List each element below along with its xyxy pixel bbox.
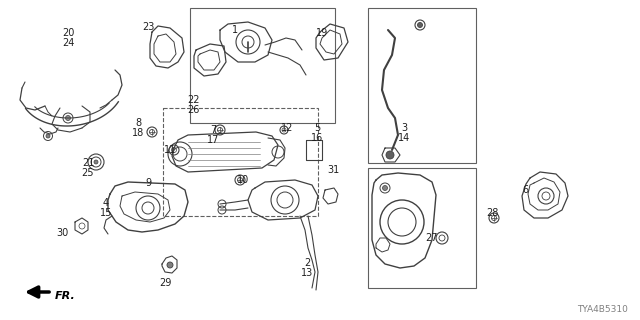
Text: 8: 8 bbox=[135, 118, 141, 128]
Text: 26: 26 bbox=[187, 105, 199, 115]
Circle shape bbox=[65, 116, 70, 121]
Bar bbox=[190, 8, 335, 123]
Text: 22: 22 bbox=[187, 95, 199, 105]
Text: 13: 13 bbox=[301, 268, 313, 278]
Text: 18: 18 bbox=[132, 128, 144, 138]
Text: 21: 21 bbox=[82, 158, 94, 168]
Text: 29: 29 bbox=[159, 278, 171, 288]
Circle shape bbox=[417, 22, 422, 28]
Text: 24: 24 bbox=[62, 38, 74, 48]
Circle shape bbox=[94, 160, 98, 164]
Text: TYA4B5310: TYA4B5310 bbox=[577, 305, 628, 314]
Circle shape bbox=[46, 134, 50, 138]
Text: 17: 17 bbox=[207, 135, 219, 145]
Text: 27: 27 bbox=[426, 233, 438, 243]
Bar bbox=[368, 8, 476, 163]
Text: 12: 12 bbox=[281, 123, 293, 133]
Text: 7: 7 bbox=[210, 125, 216, 135]
Circle shape bbox=[383, 186, 387, 190]
Text: 19: 19 bbox=[316, 28, 328, 38]
Text: 14: 14 bbox=[398, 133, 410, 143]
Text: 16: 16 bbox=[311, 133, 323, 143]
Text: 31: 31 bbox=[327, 165, 339, 175]
Text: FR.: FR. bbox=[55, 291, 76, 301]
Text: 10: 10 bbox=[237, 175, 249, 185]
Text: 2: 2 bbox=[304, 258, 310, 268]
Text: 11: 11 bbox=[164, 145, 176, 155]
Text: 4: 4 bbox=[103, 198, 109, 208]
Text: 5: 5 bbox=[314, 123, 320, 133]
Bar bbox=[368, 168, 476, 288]
Circle shape bbox=[386, 151, 394, 159]
Text: 23: 23 bbox=[142, 22, 154, 32]
Text: 3: 3 bbox=[401, 123, 407, 133]
Text: 28: 28 bbox=[486, 208, 498, 218]
Text: 20: 20 bbox=[62, 28, 74, 38]
Text: 15: 15 bbox=[100, 208, 112, 218]
Text: 9: 9 bbox=[145, 178, 151, 188]
Text: 30: 30 bbox=[56, 228, 68, 238]
Text: 25: 25 bbox=[82, 168, 94, 178]
Circle shape bbox=[167, 262, 173, 268]
Text: 6: 6 bbox=[522, 185, 528, 195]
Text: 1: 1 bbox=[232, 25, 238, 35]
Bar bbox=[163, 108, 318, 216]
